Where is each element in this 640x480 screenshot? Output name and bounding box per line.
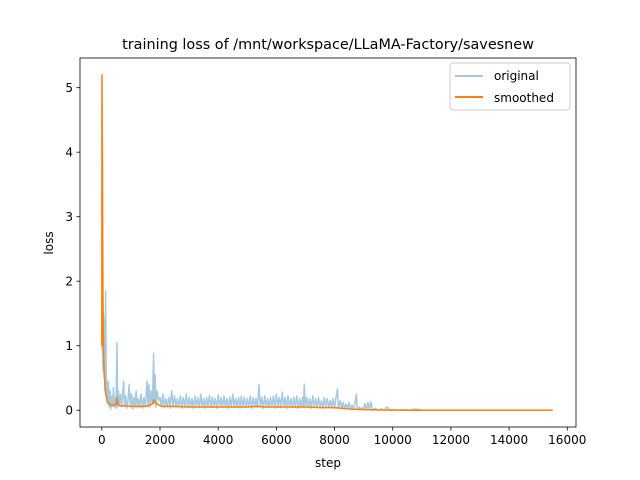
y-axis-label: loss [42,231,56,254]
y-tick-label: 2 [65,275,73,289]
x-tick-label: 14000 [490,433,528,447]
plot-lines [101,74,553,411]
x-tick-label: 16000 [548,433,586,447]
x-tick-label: 10000 [374,433,412,447]
y-tick-label: 4 [65,145,73,159]
plot-frame [79,57,577,428]
x-tick-label: 4000 [203,433,234,447]
series-line-smoothed [101,74,553,411]
y-tick-label: 3 [65,210,73,224]
y-tick-label: 0 [65,404,73,418]
chart-title: training loss of /mnt/workspace/LLaMA-Fa… [122,37,534,53]
legend-box [449,62,571,111]
x-tick-label: 8000 [319,433,350,447]
y-axis: 0 1 2 3 4 5 [65,81,80,418]
x-axis-label: step [315,456,341,470]
legend-label-original: original [494,69,539,83]
legend: original smoothed [449,62,571,111]
legend-label-smoothed: smoothed [494,91,554,105]
x-tick-label: 2000 [145,433,176,447]
y-tick-label: 5 [65,81,73,95]
x-axis: 0 2000 4000 6000 8000 10000 12000 14000 16000 [98,427,586,447]
y-tick-label: 1 [65,339,73,353]
x-tick-label: 12000 [432,433,470,447]
x-tick-label: 0 [98,433,106,447]
x-tick-label: 6000 [261,433,292,447]
